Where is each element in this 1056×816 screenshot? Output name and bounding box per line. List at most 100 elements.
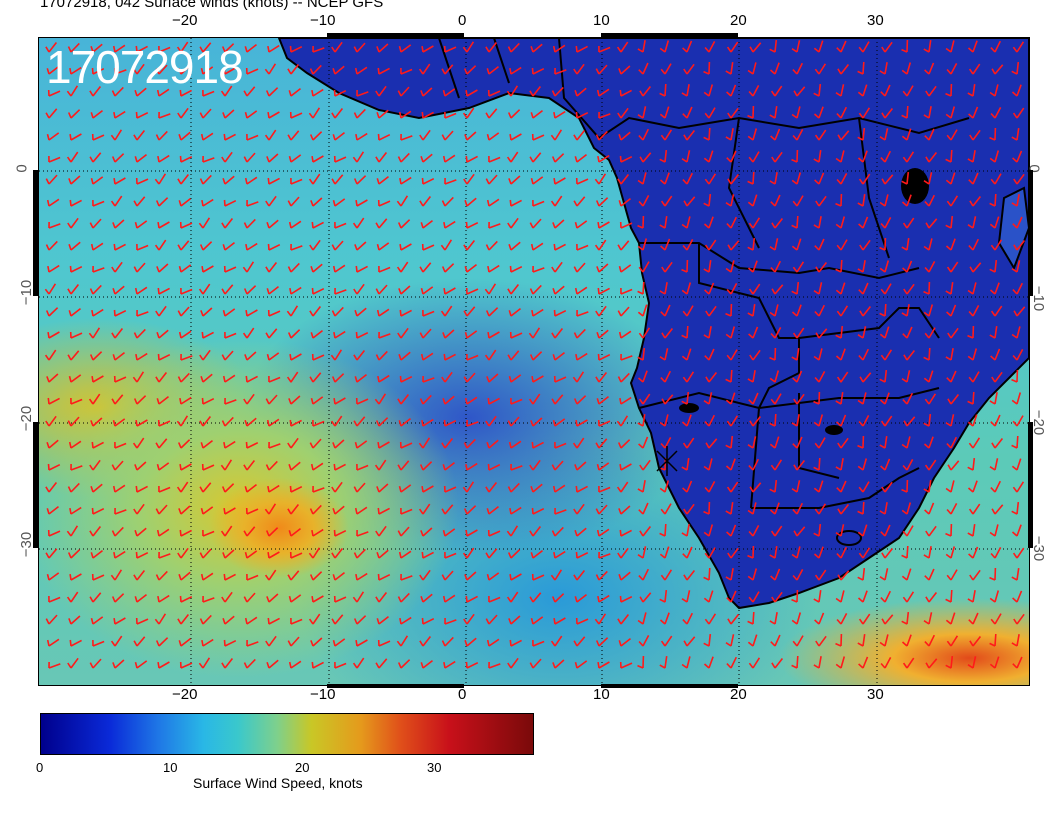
wind-barb <box>681 216 691 229</box>
wind-barb <box>770 568 781 581</box>
wind-barb <box>946 635 959 647</box>
wind-barb <box>396 261 409 273</box>
wind-barb <box>814 304 826 317</box>
wind-barb <box>245 441 259 449</box>
wind-barb <box>681 524 690 537</box>
wind-barb <box>463 173 475 185</box>
wind-barb <box>289 551 303 559</box>
wind-barb <box>881 548 894 559</box>
wind-barb <box>748 151 760 163</box>
wind-barb <box>177 439 191 449</box>
colorbar <box>40 713 534 755</box>
wind-barb <box>967 391 975 405</box>
wind-barb <box>506 591 519 603</box>
wind-barb <box>89 658 102 669</box>
wind-barb <box>967 414 978 427</box>
lon-tick-top: 30 <box>867 12 884 29</box>
wind-barb <box>311 88 324 97</box>
wind-barb <box>89 152 102 163</box>
wind-barb <box>89 218 102 229</box>
wind-barb <box>155 130 168 141</box>
wind-barb <box>990 348 1001 361</box>
lat-tick-left: 0 <box>13 164 31 173</box>
wind-barb <box>617 439 631 449</box>
wind-barb <box>946 436 958 449</box>
wind-barb <box>66 151 79 163</box>
wind-barb <box>968 106 979 119</box>
wind-barb <box>727 547 739 559</box>
wind-barb <box>637 546 647 559</box>
wind-barb <box>902 657 915 669</box>
wind-barb <box>376 109 389 119</box>
wind-barb <box>268 375 281 383</box>
wind-barb <box>967 458 976 471</box>
wind-barb <box>399 441 413 449</box>
wind-barb <box>553 375 567 383</box>
wind-barb <box>132 371 145 383</box>
wind-barb <box>289 353 302 361</box>
wind-barb <box>815 195 827 207</box>
wind-barb <box>179 155 193 163</box>
wind-barb <box>290 617 303 625</box>
wind-barb <box>967 40 978 53</box>
wind-barb <box>376 242 390 251</box>
wind-barb <box>444 551 457 559</box>
wind-barb <box>287 329 301 339</box>
wind-barb <box>67 217 79 229</box>
wind-barb <box>201 331 214 339</box>
wind-barb <box>553 617 566 625</box>
wind-barb <box>420 659 433 669</box>
wind-barb <box>771 658 784 669</box>
wind-barb <box>530 483 543 493</box>
wind-barb <box>594 239 607 251</box>
wind-barb <box>333 463 346 471</box>
wind-barb <box>111 261 123 273</box>
wind-barb <box>836 414 847 427</box>
wind-barb <box>223 639 237 647</box>
wind-barb <box>177 174 190 185</box>
wind-barb <box>69 133 82 141</box>
wind-barb <box>923 479 932 493</box>
wind-barb <box>89 459 101 471</box>
wind-barb <box>113 375 127 383</box>
wind-barb <box>596 88 610 97</box>
wind-barb <box>398 550 412 559</box>
wind-barb <box>507 42 520 53</box>
wind-barb <box>880 657 892 669</box>
wind-barb <box>660 635 673 647</box>
colorbar-tick: 10 <box>163 760 178 775</box>
wind-barb <box>530 43 543 53</box>
wind-barb <box>945 238 956 251</box>
wind-barb <box>68 241 81 251</box>
wind-barb <box>441 371 453 383</box>
wind-barb <box>331 481 343 493</box>
wind-barb <box>879 237 887 251</box>
wind-barb <box>113 243 126 251</box>
wind-barb <box>574 461 587 471</box>
wind-barb <box>309 571 323 581</box>
wind-barb <box>1011 435 1019 449</box>
wind-barb <box>879 194 889 207</box>
wind-barb <box>46 65 59 75</box>
date-stamp: 17072918 <box>46 41 244 93</box>
wind-barb <box>857 84 868 97</box>
wind-barb <box>462 41 475 53</box>
wind-barb <box>1011 524 1022 537</box>
lake <box>679 403 699 413</box>
wind-barb <box>813 149 822 163</box>
wind-barb <box>135 177 149 185</box>
wind-barb <box>770 327 782 339</box>
wind-barb <box>725 128 734 141</box>
wind-barb <box>903 416 916 427</box>
wind-barb <box>989 282 1000 295</box>
wind-barb <box>814 371 826 383</box>
wind-barb <box>969 636 982 647</box>
wind-barb <box>509 639 522 647</box>
wind-barb <box>265 394 278 405</box>
wind-barb <box>67 109 81 119</box>
wind-barb <box>113 550 126 559</box>
wind-barb <box>267 243 281 251</box>
wind-barb <box>618 330 632 339</box>
wind-barb <box>68 307 81 317</box>
wind-barb <box>333 529 347 537</box>
